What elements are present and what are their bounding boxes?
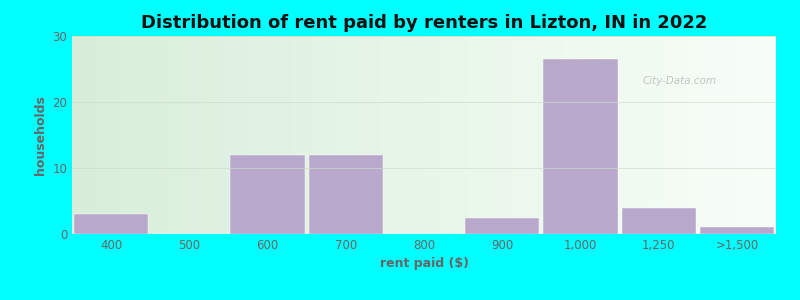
Bar <box>543 59 618 234</box>
Bar <box>622 208 696 234</box>
Bar <box>465 218 539 234</box>
Text: City-Data.com: City-Data.com <box>642 76 716 85</box>
Bar <box>309 155 383 234</box>
Title: Distribution of rent paid by renters in Lizton, IN in 2022: Distribution of rent paid by renters in … <box>141 14 707 32</box>
Y-axis label: households: households <box>34 95 46 175</box>
Bar <box>700 227 774 234</box>
Bar <box>230 155 305 234</box>
Bar <box>74 214 148 234</box>
X-axis label: rent paid ($): rent paid ($) <box>379 257 469 270</box>
